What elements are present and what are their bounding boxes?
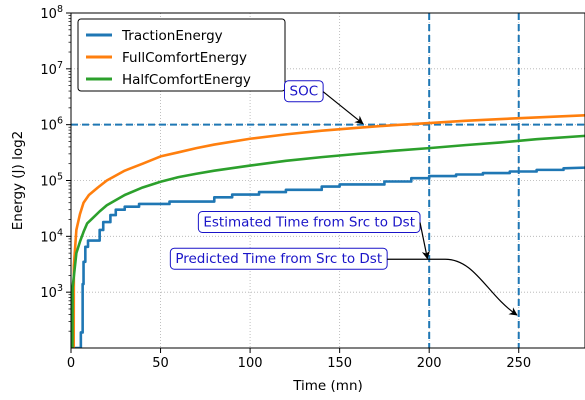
series-line-TractionEnergy bbox=[71, 166, 585, 348]
legend: TractionEnergy FullComfortEnergy HalfComfo… bbox=[77, 18, 286, 92]
annotations: SOC Estimated Time from Src to Dst Predict… bbox=[169, 80, 518, 316]
series-lines bbox=[71, 114, 585, 348]
annotation-text: Predicted Time from Src to Dst bbox=[175, 251, 382, 267]
legend-label: TractionEnergy bbox=[121, 28, 223, 44]
annotation-text: Estimated Time from Src to Dst bbox=[203, 215, 415, 231]
y-tick-label: 107 bbox=[40, 60, 63, 78]
y-tick-label: 104 bbox=[40, 227, 63, 245]
annotation-arrow bbox=[322, 91, 364, 125]
annotation-box bbox=[197, 211, 421, 234]
y-tick-label: 106 bbox=[40, 116, 63, 134]
x-tick-label: 150 bbox=[327, 356, 352, 371]
annotation-text: SOC bbox=[290, 84, 319, 100]
series-line-HalfComfortEnergy bbox=[71, 134, 585, 348]
x-tick-label: 250 bbox=[506, 356, 531, 371]
legend-label: HalfComfortEnergy bbox=[122, 72, 251, 88]
axis-ticks: 0 50 100 150 200 250 103 104 105 106 107 108 bbox=[40, 4, 531, 371]
x-tick-label: 200 bbox=[417, 356, 442, 371]
annotation-arrow bbox=[387, 258, 518, 316]
y-tick-label: 103 bbox=[40, 283, 63, 301]
y-tick-label: 108 bbox=[40, 4, 63, 22]
reference-lines bbox=[71, 13, 585, 348]
x-axis-label: Time (mn) bbox=[292, 378, 363, 394]
x-tick-label: 100 bbox=[238, 356, 263, 371]
y-tick-label: 105 bbox=[40, 172, 63, 190]
series-line-FullComfortEnergy bbox=[72, 114, 585, 348]
legend-box bbox=[77, 18, 286, 92]
legend-label: FullComfortEnergy bbox=[122, 50, 247, 66]
x-tick-label: 0 bbox=[67, 356, 75, 371]
y-axis-label: Energy (J) log2 bbox=[10, 131, 26, 231]
annotation-box bbox=[284, 80, 324, 103]
annotation-arrow bbox=[419, 222, 430, 260]
x-tick-label: 50 bbox=[152, 356, 169, 371]
